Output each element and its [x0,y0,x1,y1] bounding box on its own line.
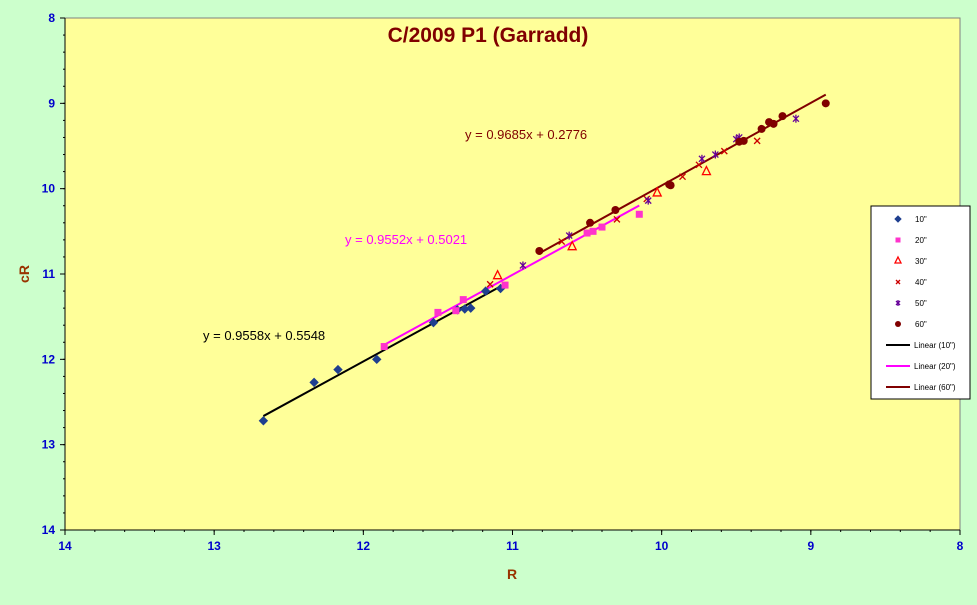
data-point-diamond [309,377,319,388]
data-point-circle [535,246,544,255]
legend-label: Linear (10") [914,341,956,350]
y-tick-label: 11 [42,267,55,281]
data-point-circle [739,136,748,145]
data-point-diamond [333,364,343,375]
y-tick-label: 8 [48,11,55,25]
trend-line [262,285,502,417]
legend-label: Linear (60") [914,383,956,392]
legend-marker-stroke [895,279,901,285]
x-tick-label: 10 [655,539,669,553]
legend-marker [895,237,901,243]
data-point-diamond [480,286,491,296]
data-point-x [558,238,566,246]
legend-marker [895,321,901,327]
legend-label: 10" [915,215,927,224]
x-tick-label: 8 [957,539,964,553]
legend-items: 10" 20" 30" 40" 50" 60" Linear (10") Linear (20… [886,215,956,392]
x-tick-label: 12 [357,539,371,553]
data-point-x [753,137,761,145]
data-point-square [583,229,591,237]
equation-label-20: y = 0.9552x + 0.5021 [345,232,467,247]
legend-marker [894,215,902,223]
data-point-x-stroke [679,173,687,181]
y-tick-label: 9 [48,96,55,110]
equation-label-10: y = 0.9558x + 0.5548 [203,328,325,343]
data-point-square [459,296,467,304]
data-point-x [613,215,621,223]
data-point-x [679,173,687,181]
data-point-square [452,307,460,315]
data-point-square [635,210,643,218]
legend-label: 30" [915,257,927,266]
data-point-diamond [372,354,382,365]
x-tick-label: 13 [207,539,221,553]
legend-label: 40" [915,278,927,287]
data-point-star [711,150,719,159]
data-point-star [644,196,652,205]
legend-label: 20" [915,236,927,245]
y-axis-title: cR [16,265,32,283]
legend: 10" 20" 30" 40" 50" 60" Linear (10") Linear (20… [870,205,971,400]
y-tick-label: 14 [42,523,56,537]
data-point-triangle [567,240,578,251]
data-point-x [486,280,494,288]
data-point-star [792,114,800,123]
x-tick-label: 14 [58,539,72,553]
equation-label-60: y = 0.9685x + 0.2776 [465,127,587,142]
data-point-diamond [466,303,476,313]
data-point-x-stroke [613,215,621,223]
data-point-triangle [492,269,503,280]
data-point-star [519,261,527,270]
data-point-circle [821,99,830,108]
data-point-star [565,231,573,240]
data-point-x-stroke [695,161,703,169]
data-point-circle [769,119,778,128]
chart-title: C/2009 P1 (Garradd) [388,24,589,47]
trend-line [538,93,827,255]
data-point-triangle [701,165,712,176]
legend-marker [895,279,901,285]
data-points [258,99,830,426]
y-tick-label: 13 [42,438,56,452]
data-point-x [695,161,703,169]
legend-marker [895,300,901,306]
data-point-x-stroke [486,280,494,288]
data-point-square [598,223,606,231]
data-point-star [698,154,706,163]
legend-label: Linear (20") [914,362,956,371]
data-point-diamond [428,317,439,328]
data-point-x [720,147,728,155]
legend-marker [893,255,903,264]
legend-label: 50" [915,299,927,308]
data-point-x-stroke [753,137,761,145]
data-point-circle [778,112,787,121]
y-tick-label: 10 [42,182,56,196]
x-tick-label: 11 [506,539,519,553]
x-axis-title: R [507,566,517,582]
y-tick-label: 12 [42,352,56,366]
data-point-circle [757,124,766,133]
trend-line [383,204,640,346]
data-point-diamond [258,416,269,426]
data-point-circle [611,206,620,214]
data-point-square [589,227,597,235]
data-point-square [380,343,388,351]
x-tick-label: 9 [807,539,814,553]
data-point-square [434,308,442,316]
trend-lines [262,93,827,417]
data-point-circle [666,181,675,190]
data-point-x-stroke [720,147,728,155]
data-point-circle [586,218,595,227]
data-point-triangle [652,186,663,197]
data-point-x-stroke [558,238,566,246]
legend-label: 60" [915,320,927,329]
data-point-square [501,281,509,289]
